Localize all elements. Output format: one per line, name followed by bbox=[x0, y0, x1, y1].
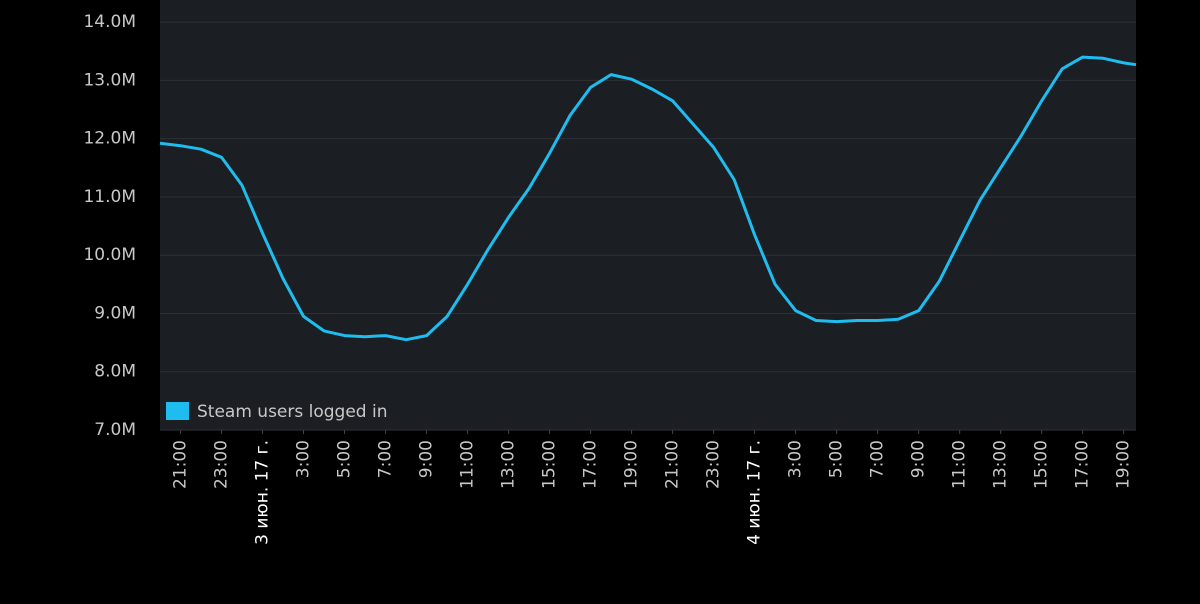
x-tick-label: 15:00 bbox=[540, 440, 560, 489]
x-tick-label: 19:00 bbox=[622, 440, 642, 489]
x-tick-label: 9:00 bbox=[417, 440, 437, 478]
x-tick-label: 3:00 bbox=[294, 440, 314, 478]
x-tick-label: 17:00 bbox=[1073, 440, 1093, 489]
y-tick-label: 14.0M bbox=[83, 12, 136, 32]
x-tick-label: 13:00 bbox=[499, 440, 519, 489]
x-tick-label: 15:00 bbox=[1032, 440, 1052, 489]
x-tick-label: 3 июн. 17 г. bbox=[253, 440, 273, 545]
x-tick-label: 5:00 bbox=[335, 440, 355, 478]
y-tick-label: 11.0M bbox=[83, 187, 136, 207]
x-tick-label: 17:00 bbox=[581, 440, 601, 489]
x-tick-label: 5:00 bbox=[827, 440, 847, 478]
x-tick-label: 21:00 bbox=[663, 440, 683, 489]
data-line bbox=[159, 55, 1137, 342]
y-tick-label: 9.0M bbox=[94, 303, 136, 323]
y-tick-label: 12.0M bbox=[83, 129, 136, 149]
x-tick-label: 3:00 bbox=[786, 440, 806, 478]
x-tick-label: 13:00 bbox=[991, 440, 1011, 489]
x-tick-label: 11:00 bbox=[950, 440, 970, 489]
x-tick-label: 9:00 bbox=[909, 440, 929, 478]
legend-swatch bbox=[166, 402, 189, 420]
y-tick-label: 7.0M bbox=[94, 420, 136, 440]
x-tick-label: 11:00 bbox=[458, 440, 478, 489]
x-tick-label: 7:00 bbox=[868, 440, 888, 478]
y-tick-label: 8.0M bbox=[94, 362, 136, 382]
x-tick-label: 7:00 bbox=[376, 440, 396, 478]
y-tick-label: 10.0M bbox=[83, 245, 136, 265]
y-tick-label: 13.0M bbox=[83, 70, 136, 90]
x-tick-label: 4 июн. 17 г. bbox=[745, 440, 765, 545]
x-tick-label: 21:00 bbox=[171, 440, 191, 489]
x-tick-label: 23:00 bbox=[212, 440, 232, 489]
plot-area bbox=[160, 0, 1136, 430]
x-tick-label: 19:00 bbox=[1114, 440, 1134, 489]
legend-label: Steam users logged in bbox=[197, 402, 388, 422]
x-tick-label: 23:00 bbox=[704, 440, 724, 489]
